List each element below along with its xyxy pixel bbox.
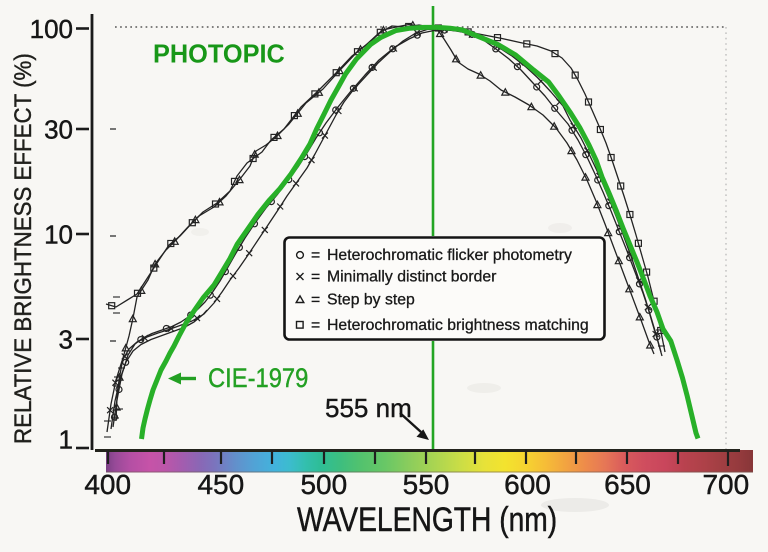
svg-text:10: 10 — [44, 220, 73, 250]
svg-text:555 nm: 555 nm — [325, 393, 412, 423]
svg-text:WAVELENGTH (nm): WAVELENGTH (nm) — [297, 501, 557, 539]
svg-text:PHOTOPIC: PHOTOPIC — [153, 40, 285, 68]
svg-text:Heterochromatic brightness mat: Heterochromatic brightness matching — [327, 317, 589, 334]
svg-text:450: 450 — [197, 469, 244, 500]
svg-text:400: 400 — [84, 469, 131, 500]
svg-text:700: 700 — [702, 469, 749, 500]
svg-text:Step by step: Step by step — [327, 292, 415, 309]
svg-text:500: 500 — [300, 469, 347, 500]
svg-text:30: 30 — [44, 115, 73, 145]
svg-text:=: = — [311, 317, 320, 334]
svg-text:Minimally distinct border: Minimally distinct border — [327, 269, 496, 286]
svg-text:=: = — [311, 247, 320, 264]
svg-text:650: 650 — [604, 469, 651, 500]
svg-text:100: 100 — [30, 14, 73, 44]
svg-text:550: 550 — [403, 469, 450, 500]
svg-text:=: = — [311, 292, 320, 309]
svg-text:RELATIVE BRIGHTNESS EFFECT (%: RELATIVE BRIGHTNESS EFFECT (%) — [9, 53, 36, 444]
svg-text:CIE-1979: CIE-1979 — [208, 364, 308, 394]
svg-text:=: = — [311, 269, 320, 286]
svg-text:Heterochromatic flicker photom: Heterochromatic flicker photometry — [327, 247, 572, 264]
svg-text:600: 600 — [504, 469, 551, 500]
svg-text:1: 1 — [59, 425, 73, 455]
svg-text:3: 3 — [59, 325, 73, 355]
